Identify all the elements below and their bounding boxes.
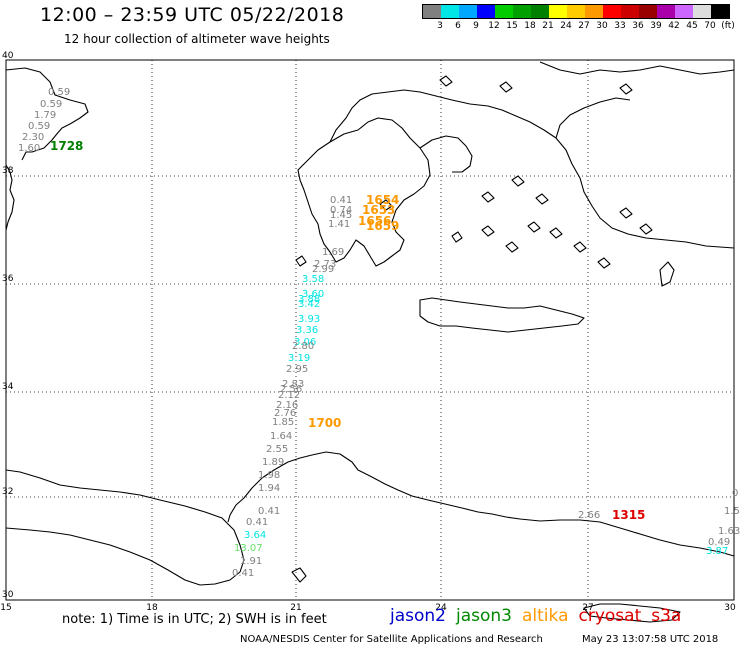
- wave-height-label: 0: [732, 488, 738, 499]
- wave-height-label: 1.63: [718, 526, 740, 537]
- wave-height-label: 1.64: [270, 431, 292, 442]
- satellite-name-s3a: s3a: [651, 606, 681, 626]
- wave-height-label: 0.59: [48, 87, 70, 98]
- wave-height-label: 0.41: [232, 568, 254, 579]
- wave-height-label: 2.80: [292, 341, 314, 352]
- wave-height-label: 0.41: [246, 517, 268, 528]
- wave-height-label: 1.69: [322, 247, 344, 258]
- pass-time-label: 1700: [308, 416, 341, 430]
- coastline: [6, 62, 734, 622]
- longitude-tick-label: 15: [0, 603, 11, 613]
- wave-height-label: 0.59: [40, 99, 62, 110]
- wave-height-label: 1.98: [258, 470, 280, 481]
- pass-time-label: 1659: [366, 219, 399, 233]
- credit-line: NOAA/NESDIS Center for Satellite Applica…: [240, 634, 543, 645]
- wave-height-label: 3.58: [302, 274, 324, 285]
- wave-height-label: 3.87: [706, 546, 728, 557]
- wave-height-label: 1.85: [272, 417, 294, 428]
- wave-height-label: 1.91: [240, 556, 262, 567]
- satellite-name-jason3: jason3: [456, 606, 512, 626]
- latitude-tick-label: 40: [2, 51, 14, 61]
- latitude-tick-label: 34: [2, 382, 14, 392]
- wave-height-label: 3.64: [244, 530, 266, 541]
- longitude-tick-label: 30: [724, 603, 736, 613]
- wave-height-label: 3.36: [296, 325, 318, 336]
- wave-height-label: 1.79: [34, 110, 56, 121]
- wave-height-label: 3.93: [298, 314, 320, 325]
- wave-height-label: 3.42: [298, 299, 320, 310]
- wave-height-label: 0.41: [258, 506, 280, 517]
- wave-height-label: 3.19: [288, 353, 310, 364]
- satellite-name-cryosat: cryosat: [579, 606, 642, 626]
- latitude-tick-label: 36: [2, 274, 14, 284]
- pass-time-label: 1315: [612, 508, 645, 522]
- wave-height-label: 13.07: [234, 543, 263, 554]
- wave-height-label: 2.66: [578, 510, 600, 521]
- latitude-tick-label: 32: [2, 487, 13, 497]
- latitude-tick-label: 30: [2, 590, 14, 600]
- footer-note: note: 1) Time is in UTC; 2) SWH is in fe…: [62, 612, 327, 627]
- wave-height-label: 2.95: [286, 364, 308, 375]
- wave-map[interactable]: 0.590.591.790.592.301.600.410.741.451.41…: [0, 0, 740, 650]
- wave-height-label: 1.41: [328, 219, 350, 230]
- latitude-tick-label: 38: [2, 166, 14, 176]
- wave-height-label: 0.59: [28, 121, 50, 132]
- wave-height-label: 1.89: [262, 457, 284, 468]
- wave-height-label: 2.55: [266, 444, 288, 455]
- satellite-name-altika: altika: [522, 606, 569, 626]
- satellite-name-jason2: jason2: [390, 606, 446, 626]
- wave-height-label: 1.60: [18, 143, 40, 154]
- wave-height-label: 2.30: [22, 132, 44, 143]
- satellite-legend: jason2 jason3 altika cryosat s3a: [390, 606, 691, 626]
- wave-height-label: 1.5: [724, 506, 740, 517]
- wave-height-label: 1.94: [258, 483, 280, 494]
- generated-timestamp: May 23 13:07:58 UTC 2018: [582, 634, 718, 645]
- pass-time-label: 1728: [50, 139, 83, 153]
- wave-height-observations: 0.590.591.790.592.301.600.410.741.451.41…: [18, 87, 740, 579]
